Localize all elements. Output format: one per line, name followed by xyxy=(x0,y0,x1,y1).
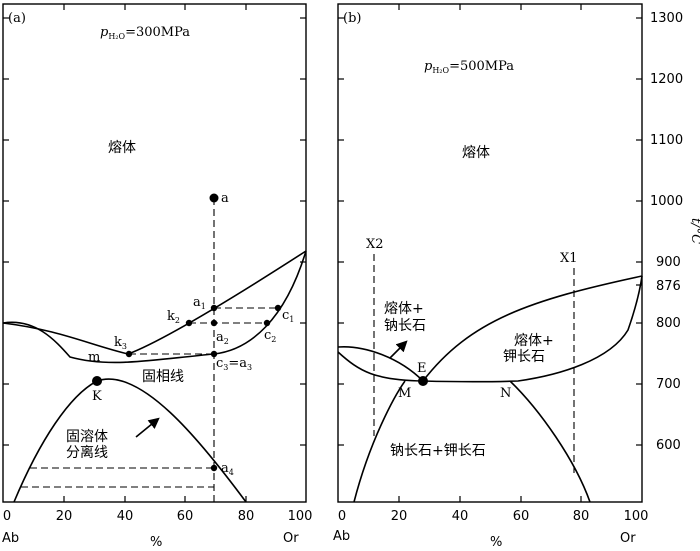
label-E: E xyxy=(417,361,427,376)
point-K xyxy=(92,376,102,386)
panel-b-liquidus-ab xyxy=(337,346,424,382)
panel-a-points xyxy=(92,193,282,472)
panel-b-field-ab-1: 熔体+ xyxy=(384,301,424,317)
label-K: K xyxy=(92,389,102,404)
panel-b-arrow xyxy=(389,340,408,359)
y-tick-700: 700 xyxy=(656,377,681,392)
panel-a-x-unit: % xyxy=(150,535,162,550)
panel-b-melt-label: 熔体 xyxy=(462,145,490,161)
label-M: M xyxy=(398,386,411,401)
panel-a-x-ticks xyxy=(3,4,306,502)
panel-b-x-tick-0: 0 xyxy=(338,509,346,524)
panel-a-x-tick-80: 80 xyxy=(238,509,255,524)
y-tick-900: 900 xyxy=(656,255,681,270)
point-k3 xyxy=(125,350,133,358)
panel-a-solvus-label-1: 固溶体 xyxy=(66,429,108,445)
panel-b-x-tick-80: 80 xyxy=(573,509,590,524)
point-c3-a3 xyxy=(210,350,218,358)
panel-a-frame xyxy=(2,3,307,503)
panel-b: (b) pH₂O=500MPa 熔体 熔体+ 钠长石 熔体+ 钾长石 钠长石+钾… xyxy=(333,3,700,550)
point-a1 xyxy=(210,304,218,312)
panel-b-frame xyxy=(337,3,643,503)
label-a4: a4 xyxy=(221,461,234,477)
point-E xyxy=(418,376,428,386)
panel-a-x-tick-60: 60 xyxy=(177,509,194,524)
y-tick-1300: 1300 xyxy=(650,11,683,26)
panel-a-or-label: Or xyxy=(283,531,299,546)
panel-a-solidus-label: 固相线 xyxy=(142,369,184,385)
point-k2 xyxy=(185,319,193,327)
panel-b-field-or-2: 钾长石 xyxy=(503,349,545,365)
panel-b-two-feldspar: 钠长石+钾长石 xyxy=(390,443,486,459)
panel-b-x-axis: 0 20 40 60 80 100 xyxy=(338,509,649,524)
panel-b-y-axis: 1300 1200 1100 1000 900 876 800 700 600 xyxy=(650,11,683,453)
y-tick-876: 876 xyxy=(656,279,681,294)
panel-b-y-label: t/°C xyxy=(688,218,700,244)
panel-a: (a) pH₂O=300MPa 熔体 固相线 固溶体 分离线 a a1 k2 c… xyxy=(2,3,313,550)
panel-a-x-tick-40: 40 xyxy=(117,509,134,524)
label-k3: k3 xyxy=(114,335,127,351)
y-tick-1000: 1000 xyxy=(650,194,683,209)
label-a1: a1 xyxy=(193,295,206,311)
point-c2 xyxy=(263,319,271,327)
panel-b-x-tick-40: 40 xyxy=(452,509,469,524)
y-tick-1200: 1200 xyxy=(650,72,683,87)
point-c1 xyxy=(274,304,282,312)
panel-b-x-tick-60: 60 xyxy=(513,509,530,524)
label-m: m xyxy=(88,350,100,365)
panel-b-tag: (b) xyxy=(343,11,361,26)
panel-b-x-unit: % xyxy=(490,535,502,550)
panel-b-x-tick-20: 20 xyxy=(391,509,408,524)
point-a2 xyxy=(210,319,218,327)
panel-a-melt-label: 熔体 xyxy=(108,140,136,156)
y-tick-1100: 1100 xyxy=(650,133,683,148)
panel-a-ab-label: Ab xyxy=(2,531,19,546)
panel-a-x-tick-0: 0 xyxy=(3,509,11,524)
label-c1: c1 xyxy=(282,308,294,324)
panel-b-solvus xyxy=(353,380,591,503)
label-c2: c2 xyxy=(264,328,276,344)
panel-b-ticks xyxy=(338,4,642,502)
panel-a-arrow xyxy=(135,417,160,438)
panel-a-tag: (a) xyxy=(8,11,26,26)
panel-b-pressure: pH₂O=500MPa xyxy=(424,59,514,75)
panel-b-field-ab-2: 钠长石 xyxy=(384,318,426,334)
point-a4 xyxy=(210,464,218,472)
panel-b-ab-label: Ab xyxy=(333,529,350,544)
panel-b-field-or-1: 熔体+ xyxy=(514,333,554,349)
label-a: a xyxy=(221,191,229,206)
panel-a-solidus-curve xyxy=(2,250,307,364)
label-N: N xyxy=(500,386,511,401)
y-tick-800: 800 xyxy=(656,316,681,331)
panel-a-solvus-label-2: 分离线 xyxy=(66,444,108,461)
label-a2: a2 xyxy=(216,330,229,346)
label-k2: k2 xyxy=(167,309,180,325)
y-tick-600: 600 xyxy=(656,438,681,453)
panel-b-or-label: Or xyxy=(620,531,636,546)
panel-a-x-tick-20: 20 xyxy=(56,509,73,524)
panel-a-solvus-curve xyxy=(13,378,247,503)
panel-a-x-axis: 0 20 40 60 80 100 xyxy=(3,509,313,524)
label-X2: X2 xyxy=(366,237,384,252)
panel-a-pressure: pH₂O=300MPa xyxy=(100,25,190,41)
panel-a-liquidus-curve xyxy=(2,250,307,355)
panel-b-x-tick-100: 100 xyxy=(624,509,649,524)
label-c3-a3: c3=a3 xyxy=(216,356,252,372)
label-X1: X1 xyxy=(560,251,578,266)
panel-b-solidus xyxy=(337,275,643,383)
point-a xyxy=(209,193,219,203)
panel-a-dashed-lines xyxy=(21,198,278,502)
panel-b-liquidus-or xyxy=(422,275,643,382)
panel-a-x-tick-100: 100 xyxy=(288,509,313,524)
